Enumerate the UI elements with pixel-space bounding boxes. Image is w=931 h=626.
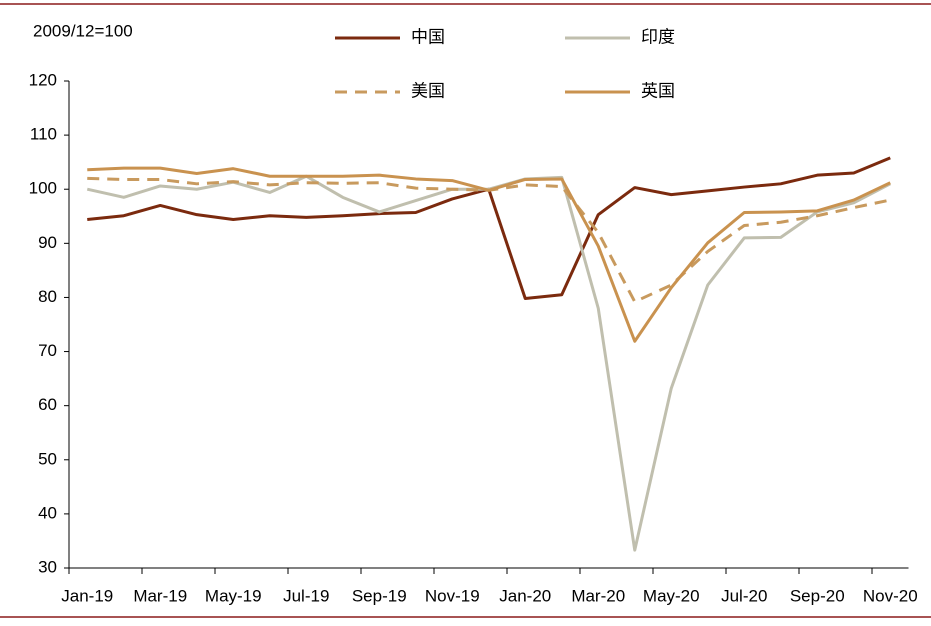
x-tick-label: Sep-19 <box>352 586 407 605</box>
y-tick-label: 110 <box>30 125 57 144</box>
legend-label: 印度 <box>641 27 675 46</box>
unit-annotation: 2009/12=100 <box>33 21 133 40</box>
y-tick-label: 60 <box>38 395 57 414</box>
x-tick-label: Nov-19 <box>425 586 480 605</box>
y-tick-label: 40 <box>38 503 57 522</box>
x-tick-label: Jan-19 <box>61 586 113 605</box>
y-tick-label: 120 <box>29 70 57 89</box>
series-line <box>86 174 891 552</box>
legend-label: 英国 <box>641 81 675 100</box>
x-tick-label: May-20 <box>643 586 700 605</box>
x-tick-label: Jul-20 <box>721 586 767 605</box>
x-tick-label: Mar-19 <box>133 586 187 605</box>
x-tick-label: Jul-19 <box>283 586 329 605</box>
legend-label: 美国 <box>411 81 445 100</box>
x-tick-label: Mar-20 <box>571 586 625 605</box>
y-tick-label: 90 <box>38 233 57 252</box>
x-tick-label: Nov-20 <box>863 586 918 605</box>
x-tick-label: Jan-20 <box>499 586 551 605</box>
y-tick-label: 30 <box>38 557 57 576</box>
y-tick-label: 50 <box>38 449 57 468</box>
legend-label: 中国 <box>411 27 445 46</box>
x-tick-label: Sep-20 <box>790 586 845 605</box>
x-tick-label: May-19 <box>205 586 262 605</box>
series-line <box>87 166 891 343</box>
series-line <box>87 176 891 304</box>
y-tick-label: 70 <box>38 341 57 360</box>
series-line <box>87 156 891 301</box>
y-tick-label: 80 <box>38 287 57 306</box>
y-tick-label: 100 <box>29 179 57 198</box>
